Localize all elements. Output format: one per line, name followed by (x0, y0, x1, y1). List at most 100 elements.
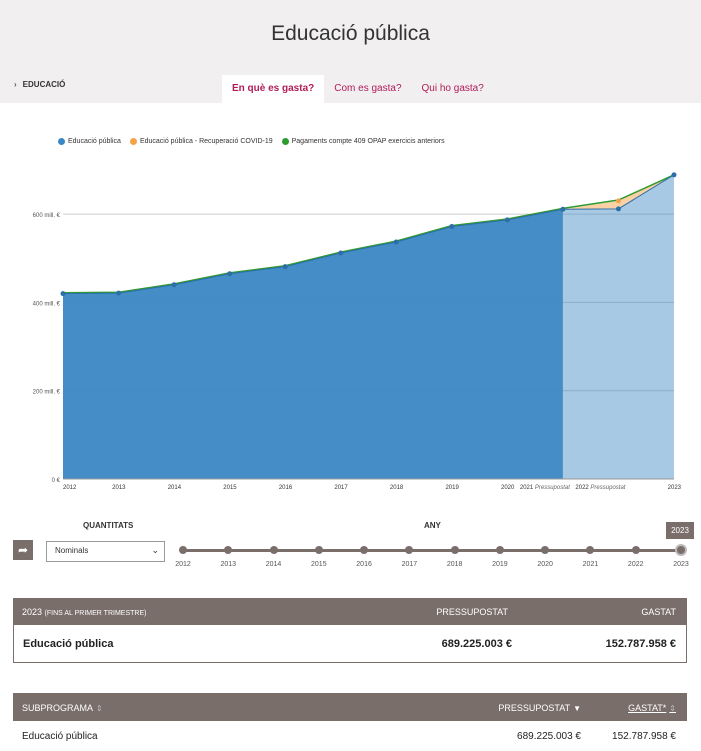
chevron-right-icon: › (14, 80, 17, 89)
summary-gastat: 152.787.958 € (605, 638, 676, 650)
year-slider-stop[interactable] (405, 546, 414, 554)
x-tick-label: 2020 (501, 485, 515, 491)
selected-year-tooltip: 2023 (666, 522, 694, 539)
summary-name: Educació pública (23, 638, 114, 650)
year-slider-label[interactable]: 2016 (356, 561, 372, 568)
y-tick-label: 400 mill. € (33, 301, 61, 307)
sort-icon: ⇕ (96, 704, 103, 713)
year-slider-stop[interactable] (360, 546, 369, 554)
legend-dot-opap (281, 138, 289, 145)
tab-bar: En què es gasta? Com es gasta? Qui ho ga… (222, 75, 494, 103)
year-slider-stop[interactable] (314, 546, 323, 554)
legend-item-opap[interactable]: Pagaments compte 409 OPAP exercicis ante… (281, 138, 445, 145)
subprograma-name: Educació pública (22, 731, 98, 742)
x-tick-label: 2017 (334, 485, 348, 491)
y-tick-label: 0 € (52, 478, 61, 484)
legend-label-opap: Pagaments compte 409 OPAP exercicis ante… (291, 138, 445, 145)
point-main (560, 206, 566, 212)
point-main (615, 206, 621, 212)
point-main (227, 271, 233, 277)
any-label: ANY (424, 521, 441, 530)
year-slider-label[interactable]: 2017 (401, 561, 418, 568)
year-slider-label[interactable]: 2018 (446, 561, 463, 568)
point-main (116, 290, 122, 296)
table-row[interactable]: Educació pública 689.225.003 € 152.787.9… (13, 721, 687, 751)
tab-qui-ho-gasta[interactable]: Qui ho gasta? (421, 83, 484, 94)
year-slider-stop[interactable] (586, 546, 595, 554)
year-slider-label[interactable]: 2023 (673, 561, 689, 568)
chart-legend: Educació pública Educació pública - Recu… (58, 138, 454, 145)
year-slider-label[interactable]: 2014 (265, 561, 282, 568)
year-slider-stop[interactable] (495, 546, 504, 554)
col-pressupostat[interactable]: PRESSUPOSTAT ▼ (498, 703, 581, 713)
area-main-actual (63, 209, 563, 479)
quantitats-select[interactable]: Nominals ⌄ (46, 541, 165, 562)
x-tick-label: 2014 (168, 485, 182, 491)
point-main (393, 239, 399, 245)
year-slider-stop[interactable] (179, 546, 187, 554)
y-tick-label: 200 mill. € (33, 390, 61, 396)
year-slider-stop[interactable] (224, 546, 233, 554)
page-header: Educació pública › EDUCACIÓ En què es ga… (0, 0, 701, 103)
summary-col-gastat: GASTAT (641, 607, 676, 617)
summary-year: 2023 (FINS AL PRIMER TRIMESTRE) (22, 607, 147, 617)
legend-dot-covid (129, 138, 137, 145)
year-slider-stop[interactable] (541, 546, 550, 554)
year-slider-handle[interactable] (675, 544, 687, 556)
legend-label-covid: Educació pública - Recuperació COVID-19 (139, 138, 273, 145)
summary-col-pressupostat: PRESSUPOSTAT (436, 607, 508, 617)
y-tick-label: 600 mill. € (33, 213, 61, 219)
year-slider-stop[interactable] (631, 546, 640, 554)
summary-pressupostat: 689.225.003 € (441, 638, 512, 650)
year-slider-track[interactable] (183, 549, 681, 552)
breadcrumb-label: EDUCACIÓ (22, 80, 66, 89)
col-gastat[interactable]: GASTAT* ⇕ (628, 703, 676, 713)
summary-row: Educació pública 689.225.003 € 152.787.9… (13, 625, 687, 663)
summary-header: 2023 (FINS AL PRIMER TRIMESTRE) PRESSUPO… (13, 598, 687, 625)
point-main (171, 282, 177, 288)
quantitats-select-value: Nominals (55, 546, 89, 555)
line-main (62, 174, 675, 295)
x-tick-label: 2013 (112, 485, 126, 491)
x-tick-label: 2019 (445, 485, 459, 491)
point-main (504, 217, 510, 223)
year-slider-stop[interactable] (450, 546, 459, 554)
year-slider-stop[interactable] (269, 546, 278, 554)
x-tick-label: 2021 Pressupostat (520, 485, 570, 491)
area-chart: 0 € 200 mill. € 400 mill. € 600 mill. € 2012… (33, 172, 682, 491)
x-tick-label: 2015 (223, 485, 237, 491)
share-button[interactable]: ➦ (13, 540, 33, 560)
subprograma-table-header: SUBPROGRAMA ⇕ PRESSUPOSTAT ▼ GASTAT* ⇕ (13, 693, 687, 721)
area-main-budget (562, 174, 674, 479)
line-opap (62, 174, 675, 294)
subprograma-gastat: 152.787.958 € (612, 731, 676, 742)
point-covid (615, 198, 621, 204)
year-slider-label[interactable]: 2019 (492, 561, 508, 568)
breadcrumb[interactable]: › EDUCACIÓ (14, 80, 65, 89)
legend-item-covid[interactable]: Educació pública - Recuperació COVID-19 (129, 138, 273, 145)
share-icon: ➦ (17, 543, 29, 557)
year-slider-label[interactable]: 2015 (311, 561, 327, 568)
legend-item-main[interactable]: Educació pública (58, 138, 121, 145)
col-subprograma[interactable]: SUBPROGRAMA ⇕ (22, 703, 103, 713)
tab-com-es-gasta[interactable]: Com es gasta? (334, 83, 402, 94)
tab-en-que-es-gasta[interactable]: En què es gasta? (222, 75, 325, 103)
sort-desc-icon: ▼ (573, 704, 581, 713)
sort-icon: ⇕ (669, 704, 676, 713)
year-slider-label[interactable]: 2012 (175, 561, 191, 568)
legend-dot-main (58, 138, 65, 145)
point-main (338, 250, 344, 256)
year-slider-label[interactable]: 2013 (220, 561, 237, 568)
x-tick-label: 2022 Pressupostat (575, 485, 625, 491)
year-slider-label[interactable]: 2021 (582, 561, 599, 568)
x-tick-label: 2018 (390, 485, 404, 491)
chevron-down-icon: ⌄ (151, 545, 159, 555)
point-main (449, 224, 455, 230)
x-tick-label: 2016 (279, 485, 293, 491)
x-tick-label: 2023 (668, 485, 682, 491)
page-title: Educació pública (271, 22, 430, 45)
year-slider-label[interactable]: 2022 (627, 561, 644, 568)
point-main (60, 291, 66, 297)
legend-label-main: Educació pública (68, 138, 121, 145)
year-slider-label[interactable]: 2020 (537, 561, 553, 568)
